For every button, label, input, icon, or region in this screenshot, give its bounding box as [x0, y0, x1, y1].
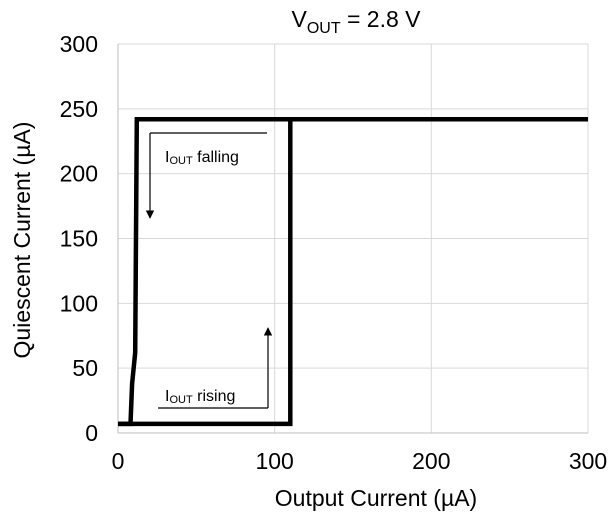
axes [117, 44, 588, 434]
annotation-rising-label: IOUT rising [165, 388, 235, 406]
x-axis-label: Output Current (µA) [275, 485, 477, 511]
series-line-1 [118, 116, 588, 427]
grid-lines [117, 43, 589, 434]
y-tick-label-0: 0 [85, 420, 98, 446]
x-tick-label-3: 300 [569, 448, 607, 474]
chart-title: VOUT = 2.8 V [291, 6, 421, 37]
x-tick-label-0: 0 [112, 448, 125, 474]
y-tick-label-5: 250 [60, 96, 98, 122]
y-tick-label-2: 100 [60, 290, 98, 316]
x-tick-label-2: 200 [412, 448, 450, 474]
annotation-iout-falling: IOUT falling [145, 132, 267, 219]
annotation-falling-label: IOUT falling [165, 149, 239, 167]
y-tick-label-4: 200 [60, 161, 98, 187]
y-axis-label: Quiescent Current (µA) [9, 122, 35, 359]
y-tick-label-6: 300 [60, 31, 98, 57]
y-tick-label-1: 50 [72, 355, 98, 381]
x-tick-labels: 0 100 200 300 [112, 448, 608, 474]
annotation-iout-rising: IOUT rising [158, 327, 273, 409]
x-tick-label-1: 100 [255, 448, 293, 474]
y-tick-label-3: 150 [60, 226, 98, 252]
y-tick-labels: 0 50 100 150 200 250 300 [60, 31, 98, 446]
data-series [118, 116, 588, 427]
